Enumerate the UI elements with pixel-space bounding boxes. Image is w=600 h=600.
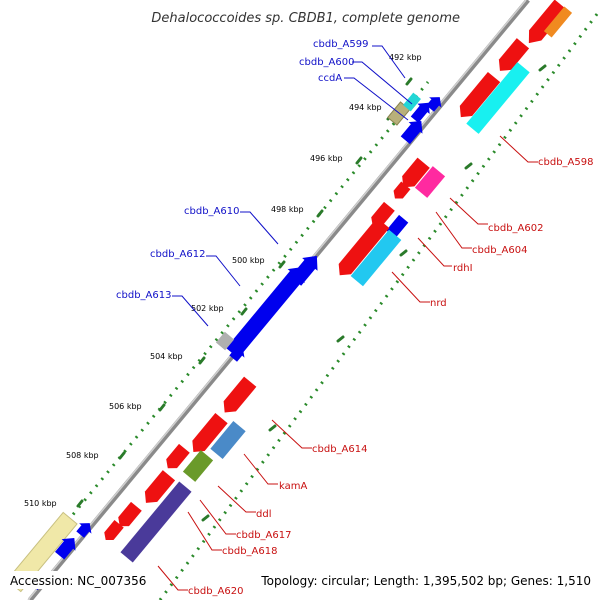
gene-reverse-4[interactable] xyxy=(101,520,124,544)
gene-nrd[interactable] xyxy=(334,217,390,281)
gene-cbdb_A618[interactable] xyxy=(114,501,142,531)
gene-pink[interactable] xyxy=(414,166,446,198)
gene-cbdb_A598-top[interactable] xyxy=(523,0,567,48)
gene-label: cbdb_A614 xyxy=(312,444,367,455)
gene-cbdb_A612[interactable] xyxy=(224,260,312,360)
map-title: Dehalococcoides sp. CBDB1, complete geno… xyxy=(151,11,460,26)
gene-small-red[interactable] xyxy=(390,181,411,203)
gene-cbdb_A613-a[interactable] xyxy=(215,331,235,351)
leader-lines-forward xyxy=(172,45,413,327)
scale-label: 494 kbp xyxy=(349,103,382,112)
gene-reverse-3[interactable] xyxy=(162,443,190,473)
gene-cbdb_A602[interactable] xyxy=(397,157,430,193)
scale-label: 510 kbp xyxy=(24,499,57,508)
gene-label: cbdb_A604 xyxy=(472,245,527,256)
gene-label: kamA xyxy=(279,481,307,492)
scale-ticks-right xyxy=(201,64,547,522)
gene-cbdb_A598[interactable] xyxy=(466,62,530,134)
gene-cbdb_A599[interactable] xyxy=(403,92,421,112)
gene-cbdb_A600[interactable] xyxy=(408,98,434,125)
gene-label: ccdA xyxy=(318,73,342,84)
gene-label: nrd xyxy=(430,298,447,309)
footer-bg-right xyxy=(256,571,596,589)
gene-cbdb_A620[interactable] xyxy=(120,481,192,563)
gene-cbdb_A613[interactable] xyxy=(227,342,249,364)
footer-bg-left xyxy=(4,571,144,589)
gene-label: cbdb_A617 xyxy=(236,530,291,541)
scale-label: 496 kbp xyxy=(310,154,343,163)
gene-reverse-2[interactable] xyxy=(455,71,501,122)
gene-label: cbdb_A618 xyxy=(222,546,277,557)
gene-label: cbdb_A620 xyxy=(188,586,243,597)
gene-label: cbdb_A602 xyxy=(488,223,543,234)
gene-label: rdhI xyxy=(453,263,473,274)
scale-labels: 492 kbp 494 kbp 496 kbp 498 kbp 500 kbp … xyxy=(24,53,422,508)
gene-label: cbdb_A613 xyxy=(116,290,171,301)
gene-kamA-2[interactable] xyxy=(210,421,246,459)
gene-forward-bottom-2[interactable] xyxy=(53,532,82,561)
leader-lines-reverse xyxy=(157,135,538,591)
gene-forward-bottom-3[interactable] xyxy=(74,518,96,540)
gene-cbdb_A614[interactable] xyxy=(219,376,257,418)
scale-label: 508 kbp xyxy=(66,451,99,460)
accession-label: Accession: NC_007356 xyxy=(10,574,146,588)
gene-forward[interactable] xyxy=(398,115,428,146)
gene-kamA[interactable] xyxy=(187,413,228,457)
gene-nrd-2[interactable] xyxy=(350,229,402,287)
gene-reverse[interactable] xyxy=(494,38,530,76)
scale-track-right xyxy=(158,9,600,600)
topology-label: Topology: circular; Length: 1,395,502 bp… xyxy=(260,574,591,588)
scale-track xyxy=(14,81,430,585)
gene-label: cbdb_A599 xyxy=(313,39,368,50)
gene-label: cbdb_A610 xyxy=(184,206,239,217)
scale-label: 492 kbp xyxy=(389,53,422,62)
gene-labels-reverse: cbdb_A598 cbdb_A602 cbdb_A604 rdhI nrd c… xyxy=(188,157,593,597)
gene-label: cbdb_A598 xyxy=(538,157,593,168)
gene-label: cbdb_A612 xyxy=(150,249,205,260)
scale-label: 502 kbp xyxy=(191,304,224,313)
gene-labels-forward: cbdb_A599 cbdb_A600 ccdA cbdb_A610 cbdb_… xyxy=(116,39,368,301)
scale-label: 498 kbp xyxy=(271,205,304,214)
gene-cbdb_A617[interactable] xyxy=(140,470,176,508)
gene-label: cbdb_A600 xyxy=(299,57,354,68)
gene-label: ddl xyxy=(256,509,271,520)
scale-label: 500 kbp xyxy=(232,256,265,265)
gene-ddl[interactable] xyxy=(182,450,214,482)
gene-forward-small[interactable] xyxy=(424,92,446,114)
scale-label: 504 kbp xyxy=(150,352,183,361)
scale-label: 506 kbp xyxy=(109,402,142,411)
gene-orange[interactable] xyxy=(543,6,573,38)
